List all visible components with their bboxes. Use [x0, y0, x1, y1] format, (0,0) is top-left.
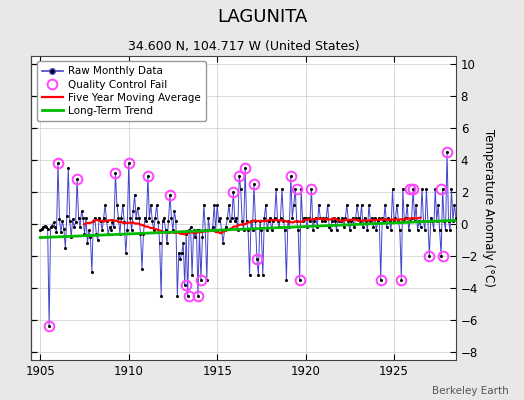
Text: Berkeley Earth: Berkeley Earth — [432, 386, 508, 396]
Y-axis label: Temperature Anomaly (°C): Temperature Anomaly (°C) — [482, 129, 495, 287]
Legend: Raw Monthly Data, Quality Control Fail, Five Year Moving Average, Long-Term Tren: Raw Monthly Data, Quality Control Fail, … — [37, 61, 206, 121]
Text: LAGUNITA: LAGUNITA — [217, 8, 307, 26]
Title: 34.600 N, 104.717 W (United States): 34.600 N, 104.717 W (United States) — [128, 40, 359, 54]
